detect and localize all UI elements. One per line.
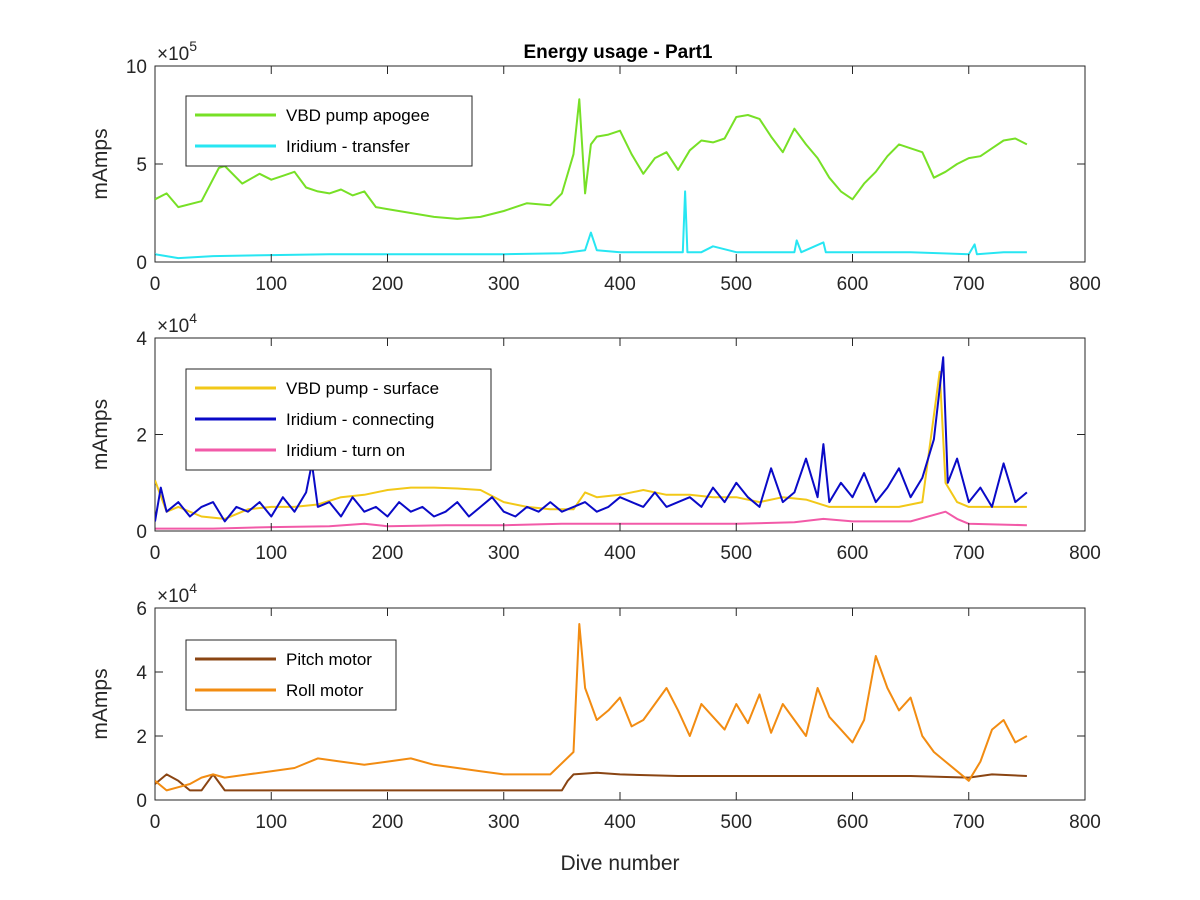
x-tick-label: 500 bbox=[720, 274, 752, 295]
y-tick-label: 2 bbox=[136, 426, 147, 447]
series-group-2 bbox=[155, 356, 1028, 530]
y-exponent-label: ×104 bbox=[157, 310, 197, 337]
panel-2: 0 100 200 300 400 500 600 700 800024×104mAmpsVBD… bbox=[89, 310, 1101, 564]
exponent-base: ×10 bbox=[157, 44, 189, 65]
y-tick-label: 6 bbox=[136, 599, 147, 620]
x-tick-label: 800 bbox=[1069, 812, 1101, 833]
panel-3: 0 100 200 300 400 500 600 700 8000246×104mAmpsPi… bbox=[89, 580, 1101, 833]
y-axis-label: mAmps bbox=[89, 399, 112, 470]
exponent-power: 4 bbox=[189, 310, 197, 326]
x-tick-label: 500 bbox=[720, 543, 752, 564]
x-tick-label: 700 bbox=[953, 274, 985, 295]
y-tick-label: 0 bbox=[136, 791, 147, 812]
y-axis-label: mAmps bbox=[89, 668, 112, 739]
y-tick-label: 4 bbox=[136, 329, 147, 350]
legend-label: Iridium - turn on bbox=[286, 441, 405, 460]
x-tick-label: 200 bbox=[372, 812, 404, 833]
legend-3: Pitch motor Roll motor bbox=[185, 639, 397, 711]
series-line-2-3 bbox=[155, 510, 1027, 530]
exponent-power: 4 bbox=[189, 580, 197, 596]
x-tick-label: 400 bbox=[604, 274, 636, 295]
legend-label: VBD pump - surface bbox=[286, 379, 439, 398]
y-tick-label: 0 bbox=[136, 253, 147, 274]
x-tick-label: 300 bbox=[488, 812, 520, 833]
x-tick-label: 400 bbox=[604, 543, 636, 564]
x-tick-label: 200 bbox=[372, 543, 404, 564]
x-tick-label: 0 bbox=[150, 543, 161, 564]
x-tick-label: 600 bbox=[837, 543, 869, 564]
x-tick-label: 700 bbox=[953, 543, 985, 564]
legend-2: VBD pump - surface Iridium - connecting Ir… bbox=[185, 368, 492, 471]
legend-label: VBD pump apogee bbox=[286, 106, 430, 125]
x-tick-label: 0 bbox=[150, 274, 161, 295]
series-line-3-1 bbox=[155, 771, 1027, 792]
legend-label: Pitch motor bbox=[286, 650, 372, 669]
y-tick-label: 5 bbox=[136, 155, 147, 176]
y-axis-label: mAmps bbox=[89, 128, 112, 199]
legend-box bbox=[185, 95, 473, 167]
panels: 0 100 200 300 400 500 600 700 8000510×105mAmpsVB… bbox=[89, 38, 1101, 833]
panel-1: 0 100 200 300 400 500 600 700 8000510×105mAmpsVB… bbox=[89, 38, 1101, 295]
legend-1: VBD pump apogee Iridium - transfer bbox=[185, 95, 473, 167]
x-tick-label: 700 bbox=[953, 812, 985, 833]
y-tick-label: 4 bbox=[136, 663, 147, 684]
x-tick-label: 200 bbox=[372, 274, 404, 295]
legend-box bbox=[185, 639, 397, 711]
x-tick-label: 800 bbox=[1069, 274, 1101, 295]
series-line-2-2 bbox=[155, 356, 1028, 523]
y-tick-label: 2 bbox=[136, 727, 147, 748]
x-tick-label: 100 bbox=[255, 274, 287, 295]
series-line-1-1 bbox=[155, 98, 1028, 220]
y-exponent-label: ×105 bbox=[157, 38, 197, 65]
x-tick-label: 400 bbox=[604, 812, 636, 833]
legend-label: Iridium - transfer bbox=[286, 137, 410, 156]
series-line-1-2 bbox=[155, 190, 1027, 260]
legend-label: Iridium - connecting bbox=[286, 410, 434, 429]
x-tick-label: 600 bbox=[837, 812, 869, 833]
y-tick-label: 0 bbox=[136, 522, 147, 543]
y-tick-label: 10 bbox=[126, 57, 147, 78]
x-tick-label: 500 bbox=[720, 812, 752, 833]
x-tick-label: 300 bbox=[488, 543, 520, 564]
series-line-3-2 bbox=[155, 623, 1028, 792]
x-tick-label: 600 bbox=[837, 274, 869, 295]
exponent-power: 5 bbox=[189, 38, 197, 54]
x-tick-label: 800 bbox=[1069, 543, 1101, 564]
legend-label: Roll motor bbox=[286, 681, 364, 700]
exponent-base: ×10 bbox=[157, 316, 189, 337]
figure-title: Energy usage - Part1 bbox=[523, 42, 712, 63]
x-tick-label: 100 bbox=[255, 812, 287, 833]
y-exponent-label: ×104 bbox=[157, 580, 197, 607]
series-group-1 bbox=[155, 98, 1028, 260]
exponent-base: ×10 bbox=[157, 586, 189, 607]
x-axis-label: Dive number bbox=[560, 852, 679, 875]
x-tick-label: 100 bbox=[255, 543, 287, 564]
x-tick-label: 0 bbox=[150, 812, 161, 833]
x-tick-label: 300 bbox=[488, 274, 520, 295]
series-group-3 bbox=[155, 623, 1028, 792]
